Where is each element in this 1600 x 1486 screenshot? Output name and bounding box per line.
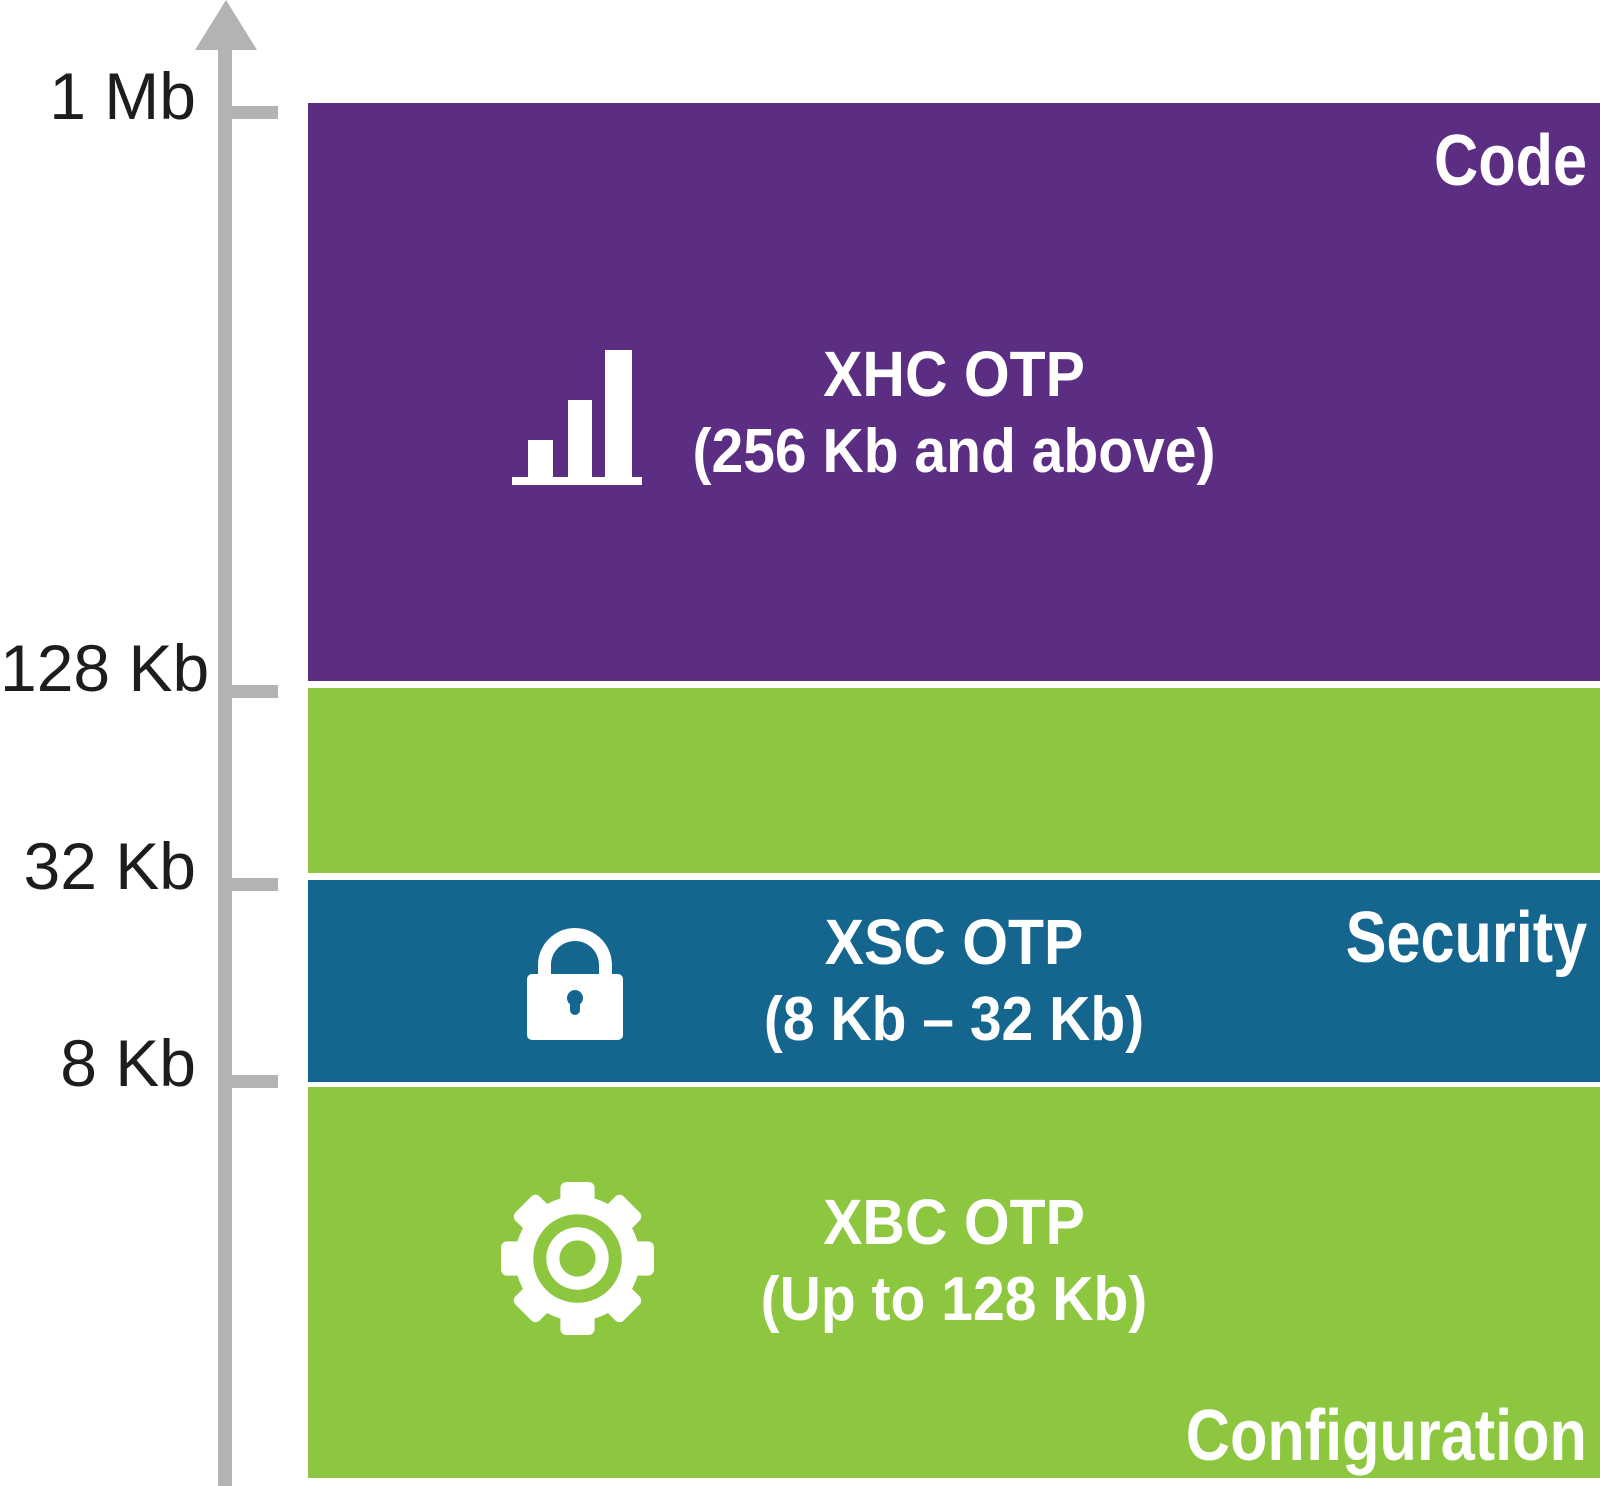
block-text: XBC OTP (Up to 128 Kb) [632,1183,1276,1339]
category-label-security: Security [1345,898,1587,978]
block-subtitle: (256 Kb and above) [692,417,1216,486]
axis-tick [218,106,278,119]
block-text: XSC OTP (8 Kb – 32 Kb) [632,903,1276,1059]
gear-icon [500,1182,655,1340]
block-title: XSC OTP [824,906,1084,978]
axis-tick-label-8kb: 8 Kb [60,1026,196,1100]
block-configuration: Configuration XBC OTP [308,1087,1600,1478]
category-label-configuration: Configuration [1185,1396,1587,1476]
bar-chart-icon [512,348,642,490]
block-code: Code XHC OTP (256 Kb and above) [308,103,1600,681]
block-subtitle: (Up to 128 Kb) [760,1265,1148,1334]
block-configuration-upper [308,688,1600,873]
axis-tick-label-1mb: 1 Mb [49,59,196,133]
lock-icon [527,928,623,1045]
axis-tick-label-128kb: 128 Kb [0,631,210,705]
block-text: XHC OTP (256 Kb and above) [632,335,1276,491]
block-security: Security XSC OTP (8 Kb – 32 Kb) [308,880,1600,1082]
axis-tick [218,878,278,891]
axis-line [218,44,232,1486]
category-label-code: Code [1434,121,1587,201]
axis-arrow-up-icon [195,0,257,50]
block-title: XHC OTP [823,338,1085,410]
block-subtitle: (8 Kb – 32 Kb) [763,985,1145,1054]
axis-tick [218,685,278,698]
axis-tick-label-32kb: 32 Kb [23,829,196,903]
block-title: XBC OTP [823,1186,1085,1258]
axis-tick [218,1075,278,1088]
